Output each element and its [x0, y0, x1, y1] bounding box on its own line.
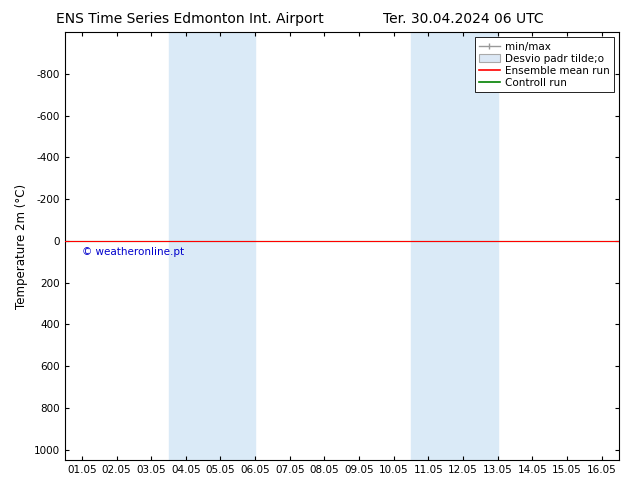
Text: ENS Time Series Edmonton Int. Airport: ENS Time Series Edmonton Int. Airport	[56, 12, 324, 26]
Y-axis label: Temperature 2m (°C): Temperature 2m (°C)	[15, 184, 28, 309]
Legend: min/max, Desvio padr tilde;o, Ensemble mean run, Controll run: min/max, Desvio padr tilde;o, Ensemble m…	[475, 37, 614, 92]
Bar	[411, 32, 498, 460]
Text: © weatheronline.pt: © weatheronline.pt	[82, 247, 184, 257]
Bar	[169, 32, 255, 460]
Text: Ter. 30.04.2024 06 UTC: Ter. 30.04.2024 06 UTC	[382, 12, 543, 26]
